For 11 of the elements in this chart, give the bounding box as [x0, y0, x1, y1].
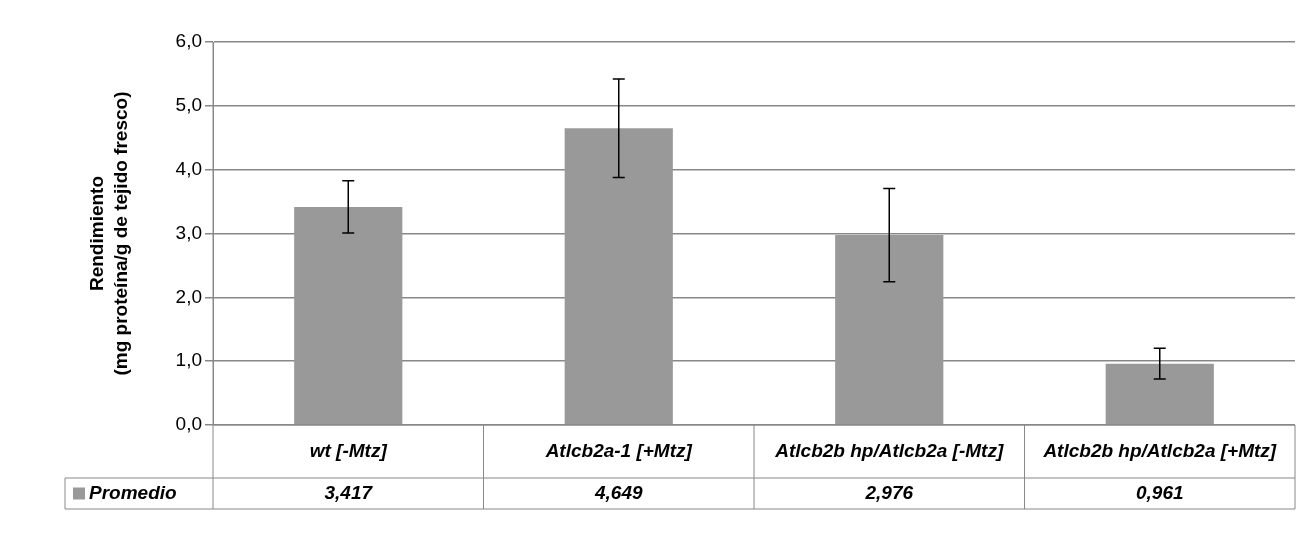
y-tick-label: 3,0: [175, 221, 202, 243]
y-tick-label: 1,0: [175, 349, 202, 371]
y-tick-label: 5,0: [175, 94, 202, 116]
y-tick-label: 6,0: [175, 30, 202, 52]
y-tick-label: 2,0: [175, 285, 202, 307]
bar: [294, 206, 403, 425]
bar: [1105, 363, 1214, 425]
y-axis-title: Rendimiento (mg proteína/g de tejido fresco): [86, 91, 132, 376]
bar: [564, 128, 673, 425]
y-tick-label: 4,0: [175, 157, 202, 179]
bar: [835, 235, 944, 425]
